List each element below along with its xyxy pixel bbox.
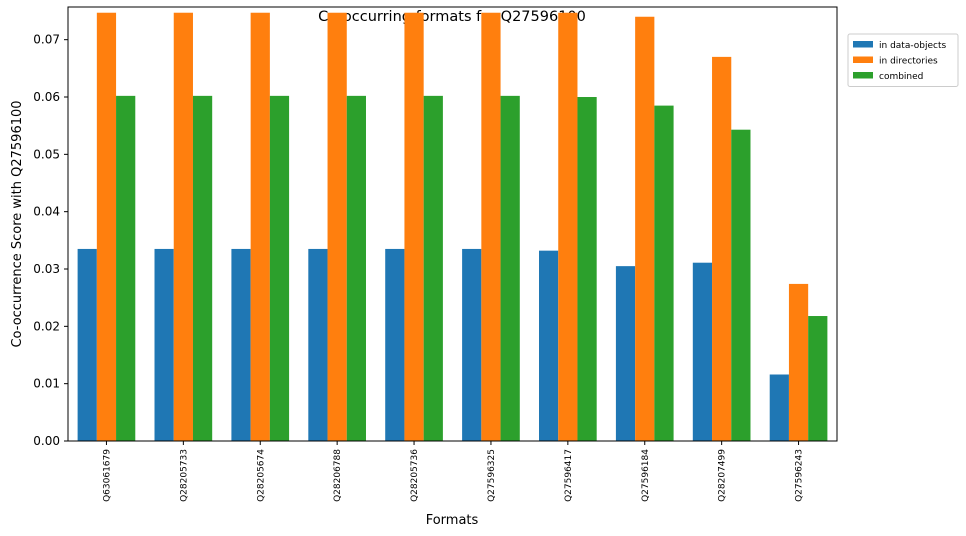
y-tick-label: 0.07 — [33, 33, 60, 47]
plot-frame — [67, 6, 838, 442]
bar-in-directories-q28207499 — [712, 56, 732, 441]
y-tick-label: 0.02 — [33, 319, 60, 333]
x-axis-label: Formats — [426, 513, 479, 528]
bar-in-data-objects-q28207499 — [692, 262, 713, 441]
bar-in-directories-q28205674 — [250, 12, 270, 441]
legend-swatch — [853, 72, 873, 79]
y-tick-label: 0.01 — [33, 377, 60, 391]
bar-combined-q28205733 — [192, 95, 213, 442]
bar-combined-q27596184 — [654, 105, 674, 442]
bar-in-data-objects-q27596184 — [615, 266, 636, 441]
bar-in-data-objects-q28205736 — [385, 248, 405, 441]
bar-in-data-objects-q27596243 — [769, 374, 789, 441]
bar-in-directories-q28205736 — [404, 12, 424, 441]
bar-in-directories-q27596417 — [558, 12, 578, 441]
bar-combined-q28205736 — [423, 95, 443, 442]
y-axis: 0.00 0.01 0.02 0.03 0.04 0.05 0.06 0.07 — [33, 33, 68, 448]
chart-title: Co-occurring formats for Q27596100 — [318, 9, 586, 25]
bar-in-data-objects-q27596417 — [539, 250, 559, 441]
bar-in-directories-q28206788 — [327, 12, 347, 441]
bar-in-directories-q63061679 — [96, 12, 117, 441]
bar-in-directories-q28205733 — [173, 12, 193, 441]
y-tick-label: 0.06 — [33, 90, 60, 104]
bar-combined-q27596325 — [500, 95, 520, 442]
y-tick-label: 0.00 — [33, 434, 60, 448]
x-tick-label: Q27596184 — [641, 449, 651, 502]
legend-label: in directories — [879, 57, 938, 67]
bar-combined-q27596417 — [577, 97, 597, 441]
bar-combined-q28205674 — [269, 95, 290, 442]
x-tick-label: Q28206788 — [333, 449, 343, 502]
x-tick-label: Q28205674 — [256, 449, 266, 502]
x-tick-label: Q27596243 — [795, 449, 805, 502]
bar-in-directories-q27596325 — [481, 12, 501, 441]
legend-label: combined — [879, 72, 923, 82]
bar-in-directories-q27596243 — [788, 283, 809, 441]
x-tick-label: Q27596325 — [487, 449, 497, 502]
x-axis: Q63061679 Q28205733 Q28205674 Q28206788 Q282… — [102, 441, 805, 502]
bar-in-data-objects-q27596325 — [462, 248, 482, 441]
x-tick-label: Q27596417 — [564, 449, 574, 502]
bar-in-data-objects-q28206788 — [308, 248, 328, 441]
legend-swatch — [853, 41, 873, 48]
bar-in-data-objects-q28205733 — [154, 248, 174, 441]
bar-combined-q63061679 — [116, 95, 136, 442]
bar-combined-q28206788 — [346, 95, 366, 442]
x-tick-label: Q28205733 — [179, 449, 189, 502]
y-tick-label: 0.03 — [33, 262, 60, 276]
legend: in data-objects in directories combined — [847, 33, 959, 87]
bar-combined-q27596243 — [808, 316, 828, 441]
bar-in-directories-q27596184 — [635, 16, 655, 441]
bar-in-data-objects-q28205674 — [231, 248, 251, 441]
plot-area — [77, 12, 828, 442]
x-tick-label: Q63061679 — [102, 449, 112, 502]
bar-combined-q28207499 — [731, 129, 751, 441]
y-tick-label: 0.04 — [33, 205, 60, 219]
legend-box — [847, 33, 959, 87]
bar-in-data-objects-q63061679 — [77, 248, 97, 441]
legend-label: in data-objects — [879, 41, 946, 51]
y-tick-label: 0.05 — [33, 147, 60, 161]
x-tick-label: Q28205736 — [410, 449, 420, 502]
x-tick-label: Q28207499 — [718, 449, 728, 502]
legend-swatch — [853, 56, 873, 63]
y-axis-label: Co-occurrence Score with Q27596100 — [10, 100, 25, 347]
